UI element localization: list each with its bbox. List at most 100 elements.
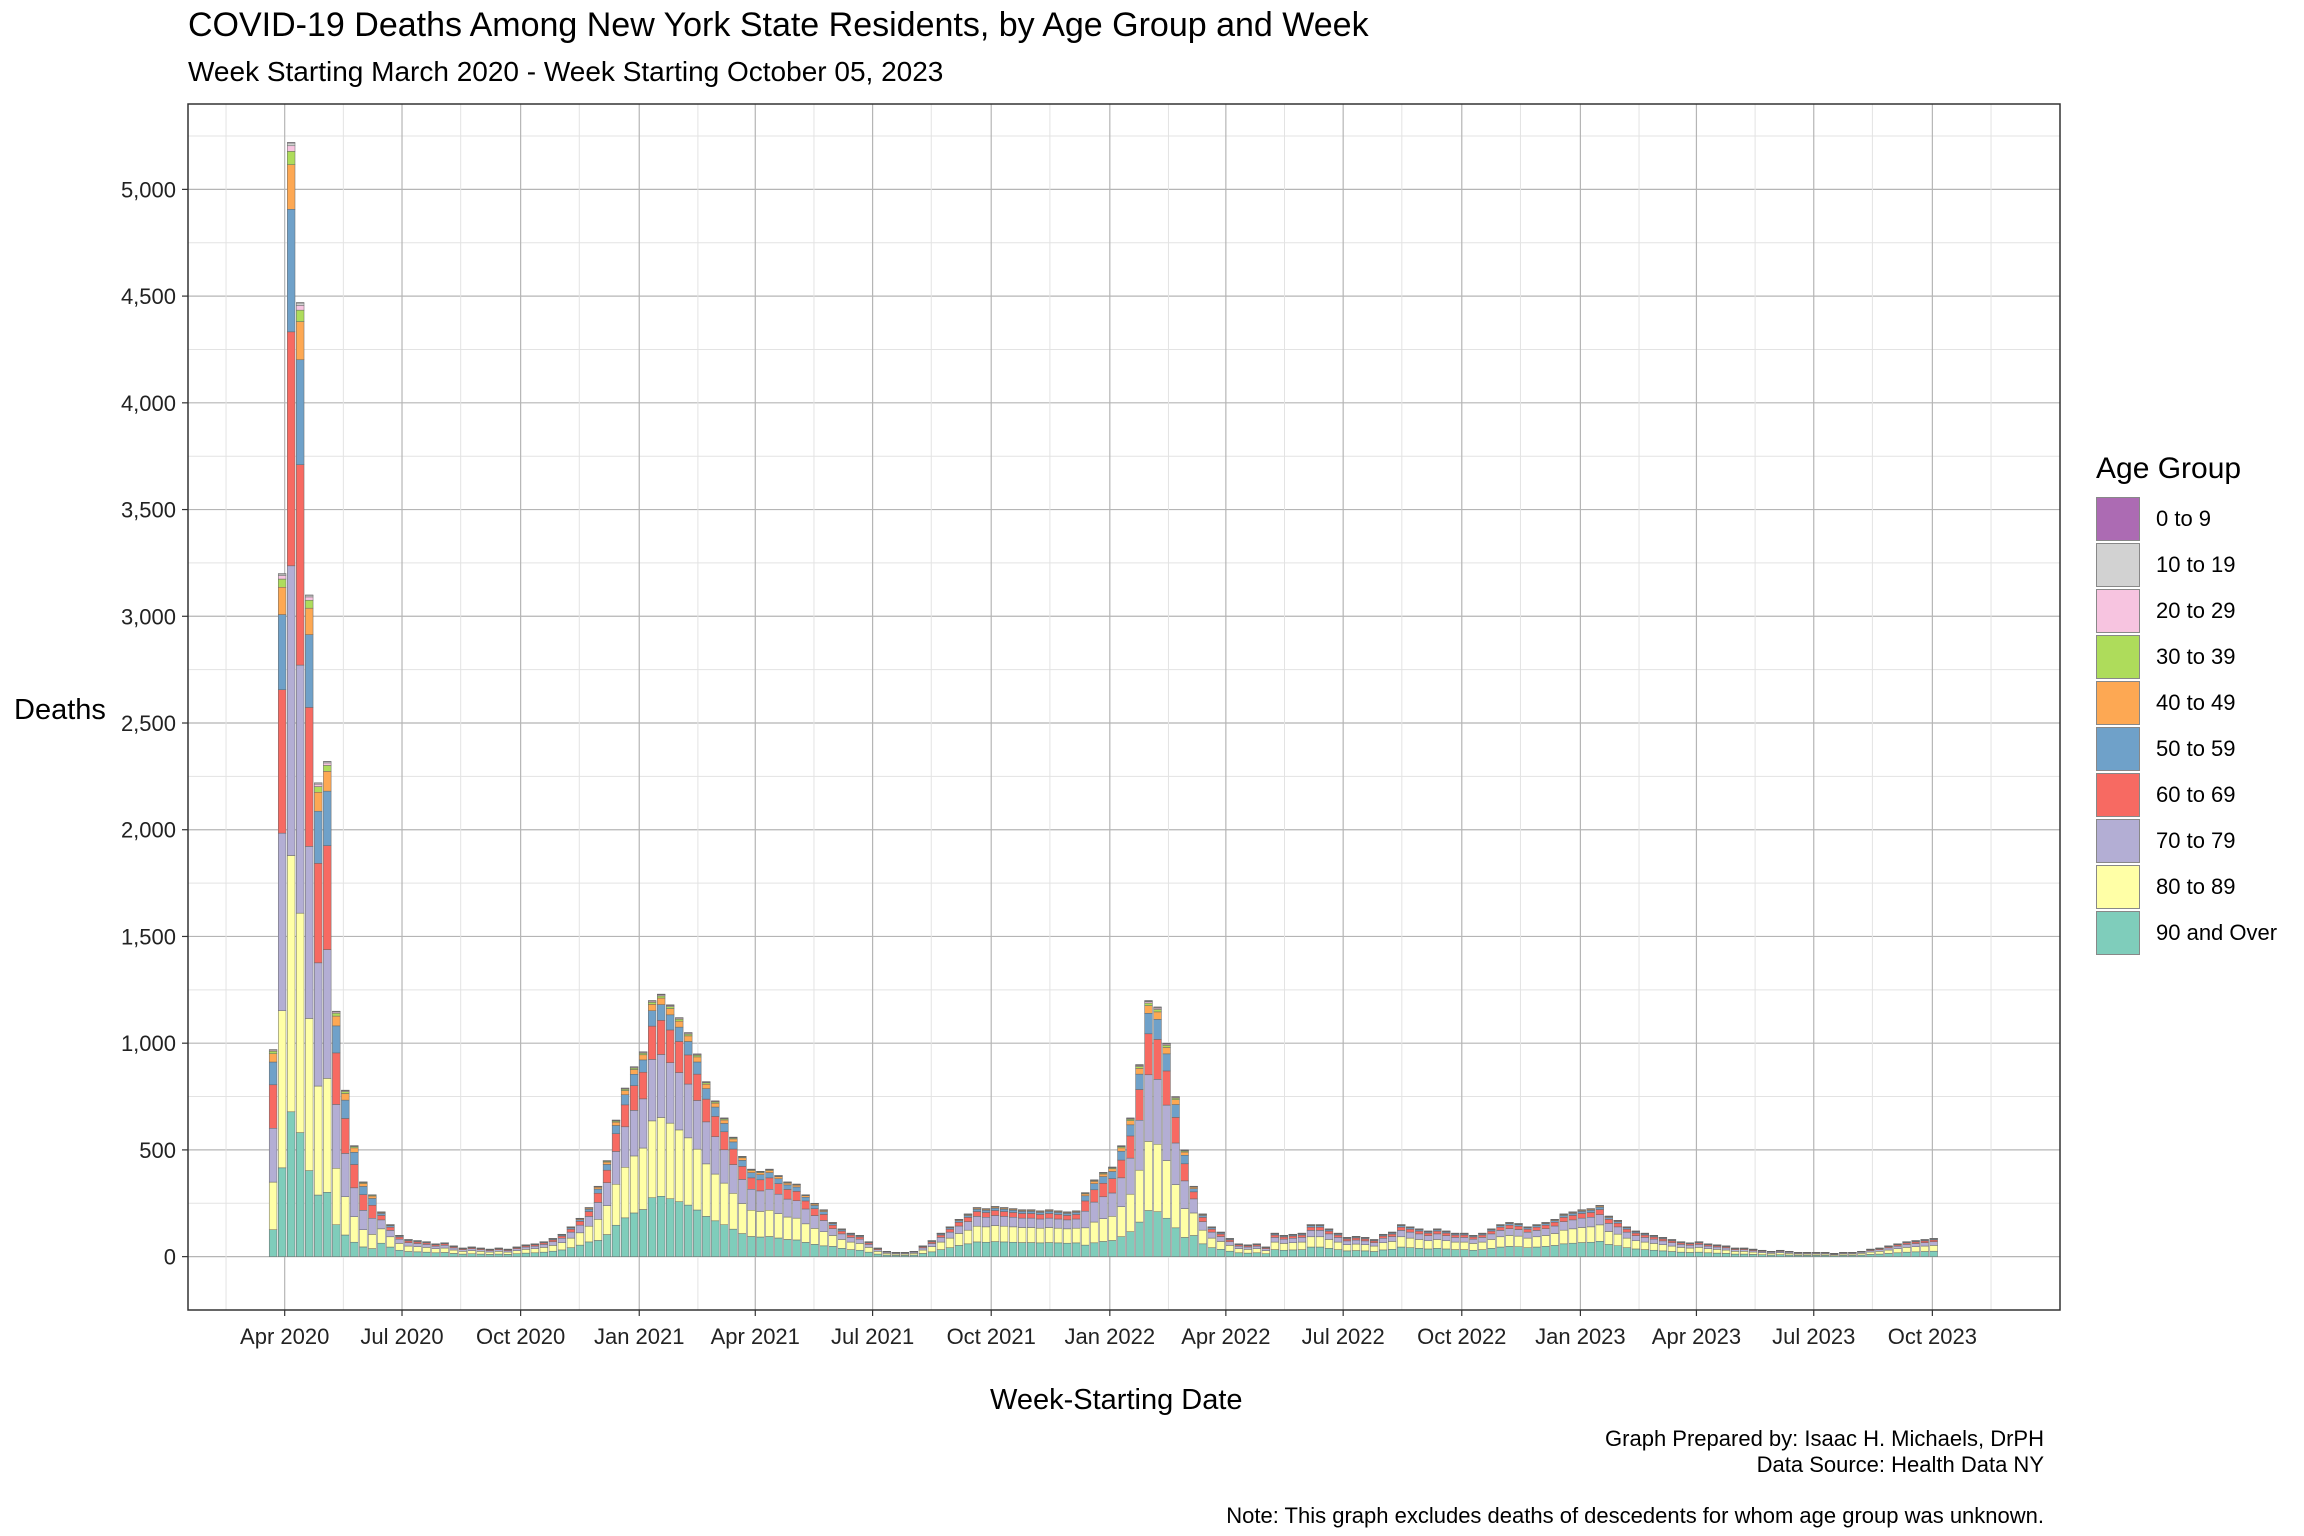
bar-segment <box>1153 1011 1162 1020</box>
bar-segment <box>711 1173 720 1222</box>
bar-segment <box>1081 1227 1090 1246</box>
bar-segment <box>539 1247 548 1253</box>
x-tick-label: Oct 2022 <box>1417 1324 1506 1349</box>
bar-segment <box>1929 1239 1938 1243</box>
y-tick-label: 3,500 <box>121 498 176 523</box>
bar-segment <box>936 1249 946 1257</box>
bar-segment <box>675 1018 684 1022</box>
bar-segment <box>774 1193 783 1214</box>
bar-segment <box>675 1072 684 1131</box>
bar-stack <box>819 1209 828 1257</box>
bar-stack <box>657 993 666 1257</box>
bar-segment <box>936 1234 946 1238</box>
x-tick-label: Apr 2021 <box>711 1324 800 1349</box>
bar-segment <box>1460 1237 1469 1243</box>
bar-stack <box>1721 1245 1731 1257</box>
bar-segment <box>828 1246 837 1257</box>
bar-segment <box>1072 1212 1081 1215</box>
bar-segment <box>314 1194 323 1257</box>
bar-segment <box>1487 1230 1496 1235</box>
bar-segment <box>629 1069 639 1075</box>
bar-stack <box>350 1145 359 1257</box>
bar-stack <box>1857 1251 1866 1257</box>
bar-segment <box>1117 1177 1126 1207</box>
bar-segment <box>684 1035 693 1042</box>
bar-segment <box>1577 1213 1586 1219</box>
bar-stack <box>1667 1239 1677 1257</box>
bar-segment <box>341 1118 350 1154</box>
credit-source: Data Source: Health Data NY <box>1756 1452 2044 1477</box>
bar-segment <box>738 1157 747 1161</box>
bar-segment <box>548 1250 557 1257</box>
bar-segment <box>1550 1220 1559 1223</box>
bar-segment <box>1532 1226 1541 1231</box>
bar-segment <box>512 1253 521 1257</box>
legend: Age Group 0 to 9 10 to 19 20 to 29 30 to 39… <box>2096 452 2277 956</box>
bar-segment <box>1198 1221 1207 1231</box>
y-tick-label: 2,500 <box>121 711 176 736</box>
x-tick-label: Apr 2023 <box>1652 1324 1741 1349</box>
bar-segment <box>1171 1117 1180 1144</box>
bar-segment <box>711 1116 720 1137</box>
bar-stack <box>1839 1252 1848 1257</box>
bar-segment <box>756 1172 765 1175</box>
bar-segment <box>1135 1073 1144 1090</box>
bar-stack <box>1297 1232 1307 1257</box>
bar-segment <box>1351 1243 1361 1251</box>
bar-segment <box>765 1236 774 1257</box>
bar-segment <box>1369 1242 1379 1247</box>
bar-segment <box>1676 1244 1686 1248</box>
bar-segment <box>575 1221 585 1226</box>
bar-segment <box>1379 1249 1388 1257</box>
bar-segment <box>1252 1252 1261 1257</box>
bar-segment <box>575 1244 585 1257</box>
bar-segment <box>359 1183 368 1187</box>
bar-segment <box>431 1245 440 1249</box>
bar-segment <box>629 1212 639 1257</box>
bar-segment <box>629 1074 639 1086</box>
bar-segment <box>431 1252 440 1257</box>
bar-stack <box>611 1119 621 1257</box>
bar-segment <box>386 1226 395 1231</box>
bar-segment <box>1586 1226 1595 1243</box>
legend-item: 90 and Over <box>2096 910 2277 956</box>
bar-segment <box>1649 1249 1659 1257</box>
bar-segment <box>684 1033 693 1037</box>
bar-segment <box>1514 1246 1523 1257</box>
x-tick-label: Jul 2023 <box>1772 1324 1855 1349</box>
bar-segment <box>1685 1245 1695 1249</box>
bar-segment <box>1162 1104 1171 1161</box>
bar-segment <box>801 1208 810 1225</box>
bar-segment <box>1144 1000 1153 1002</box>
bar-stack <box>1261 1246 1270 1257</box>
bar-stack <box>1279 1235 1288 1257</box>
bar-segment <box>837 1239 846 1249</box>
bar-segment <box>756 1179 765 1192</box>
bar-segment <box>972 1209 982 1212</box>
bar-stack <box>557 1233 567 1257</box>
bar-segment <box>729 1138 738 1143</box>
bar-segment <box>1460 1249 1469 1257</box>
bar-segment <box>323 762 332 766</box>
bar-segment <box>1027 1242 1036 1257</box>
bar-segment <box>1640 1237 1649 1243</box>
bar-segment <box>1875 1251 1884 1255</box>
bar-segment <box>657 1196 666 1257</box>
bar-segment <box>1144 1033 1153 1076</box>
bar-segment <box>359 1186 368 1195</box>
bar-segment <box>341 1093 350 1101</box>
bar-stack <box>693 1053 702 1257</box>
bar-segment <box>287 1111 296 1257</box>
bar-segment <box>1081 1200 1090 1212</box>
bar-stack <box>1929 1238 1938 1257</box>
bar-segment <box>1550 1233 1559 1246</box>
bar-segment <box>377 1215 386 1221</box>
bar-segment <box>1595 1206 1604 1210</box>
bar-segment <box>1379 1242 1388 1251</box>
bar-segment <box>1442 1248 1451 1257</box>
bar-segment <box>1297 1237 1307 1243</box>
bar-segment <box>557 1249 567 1257</box>
bar-segment <box>1144 1141 1153 1211</box>
bar-segment <box>675 1201 684 1257</box>
bar-segment <box>918 1247 927 1251</box>
